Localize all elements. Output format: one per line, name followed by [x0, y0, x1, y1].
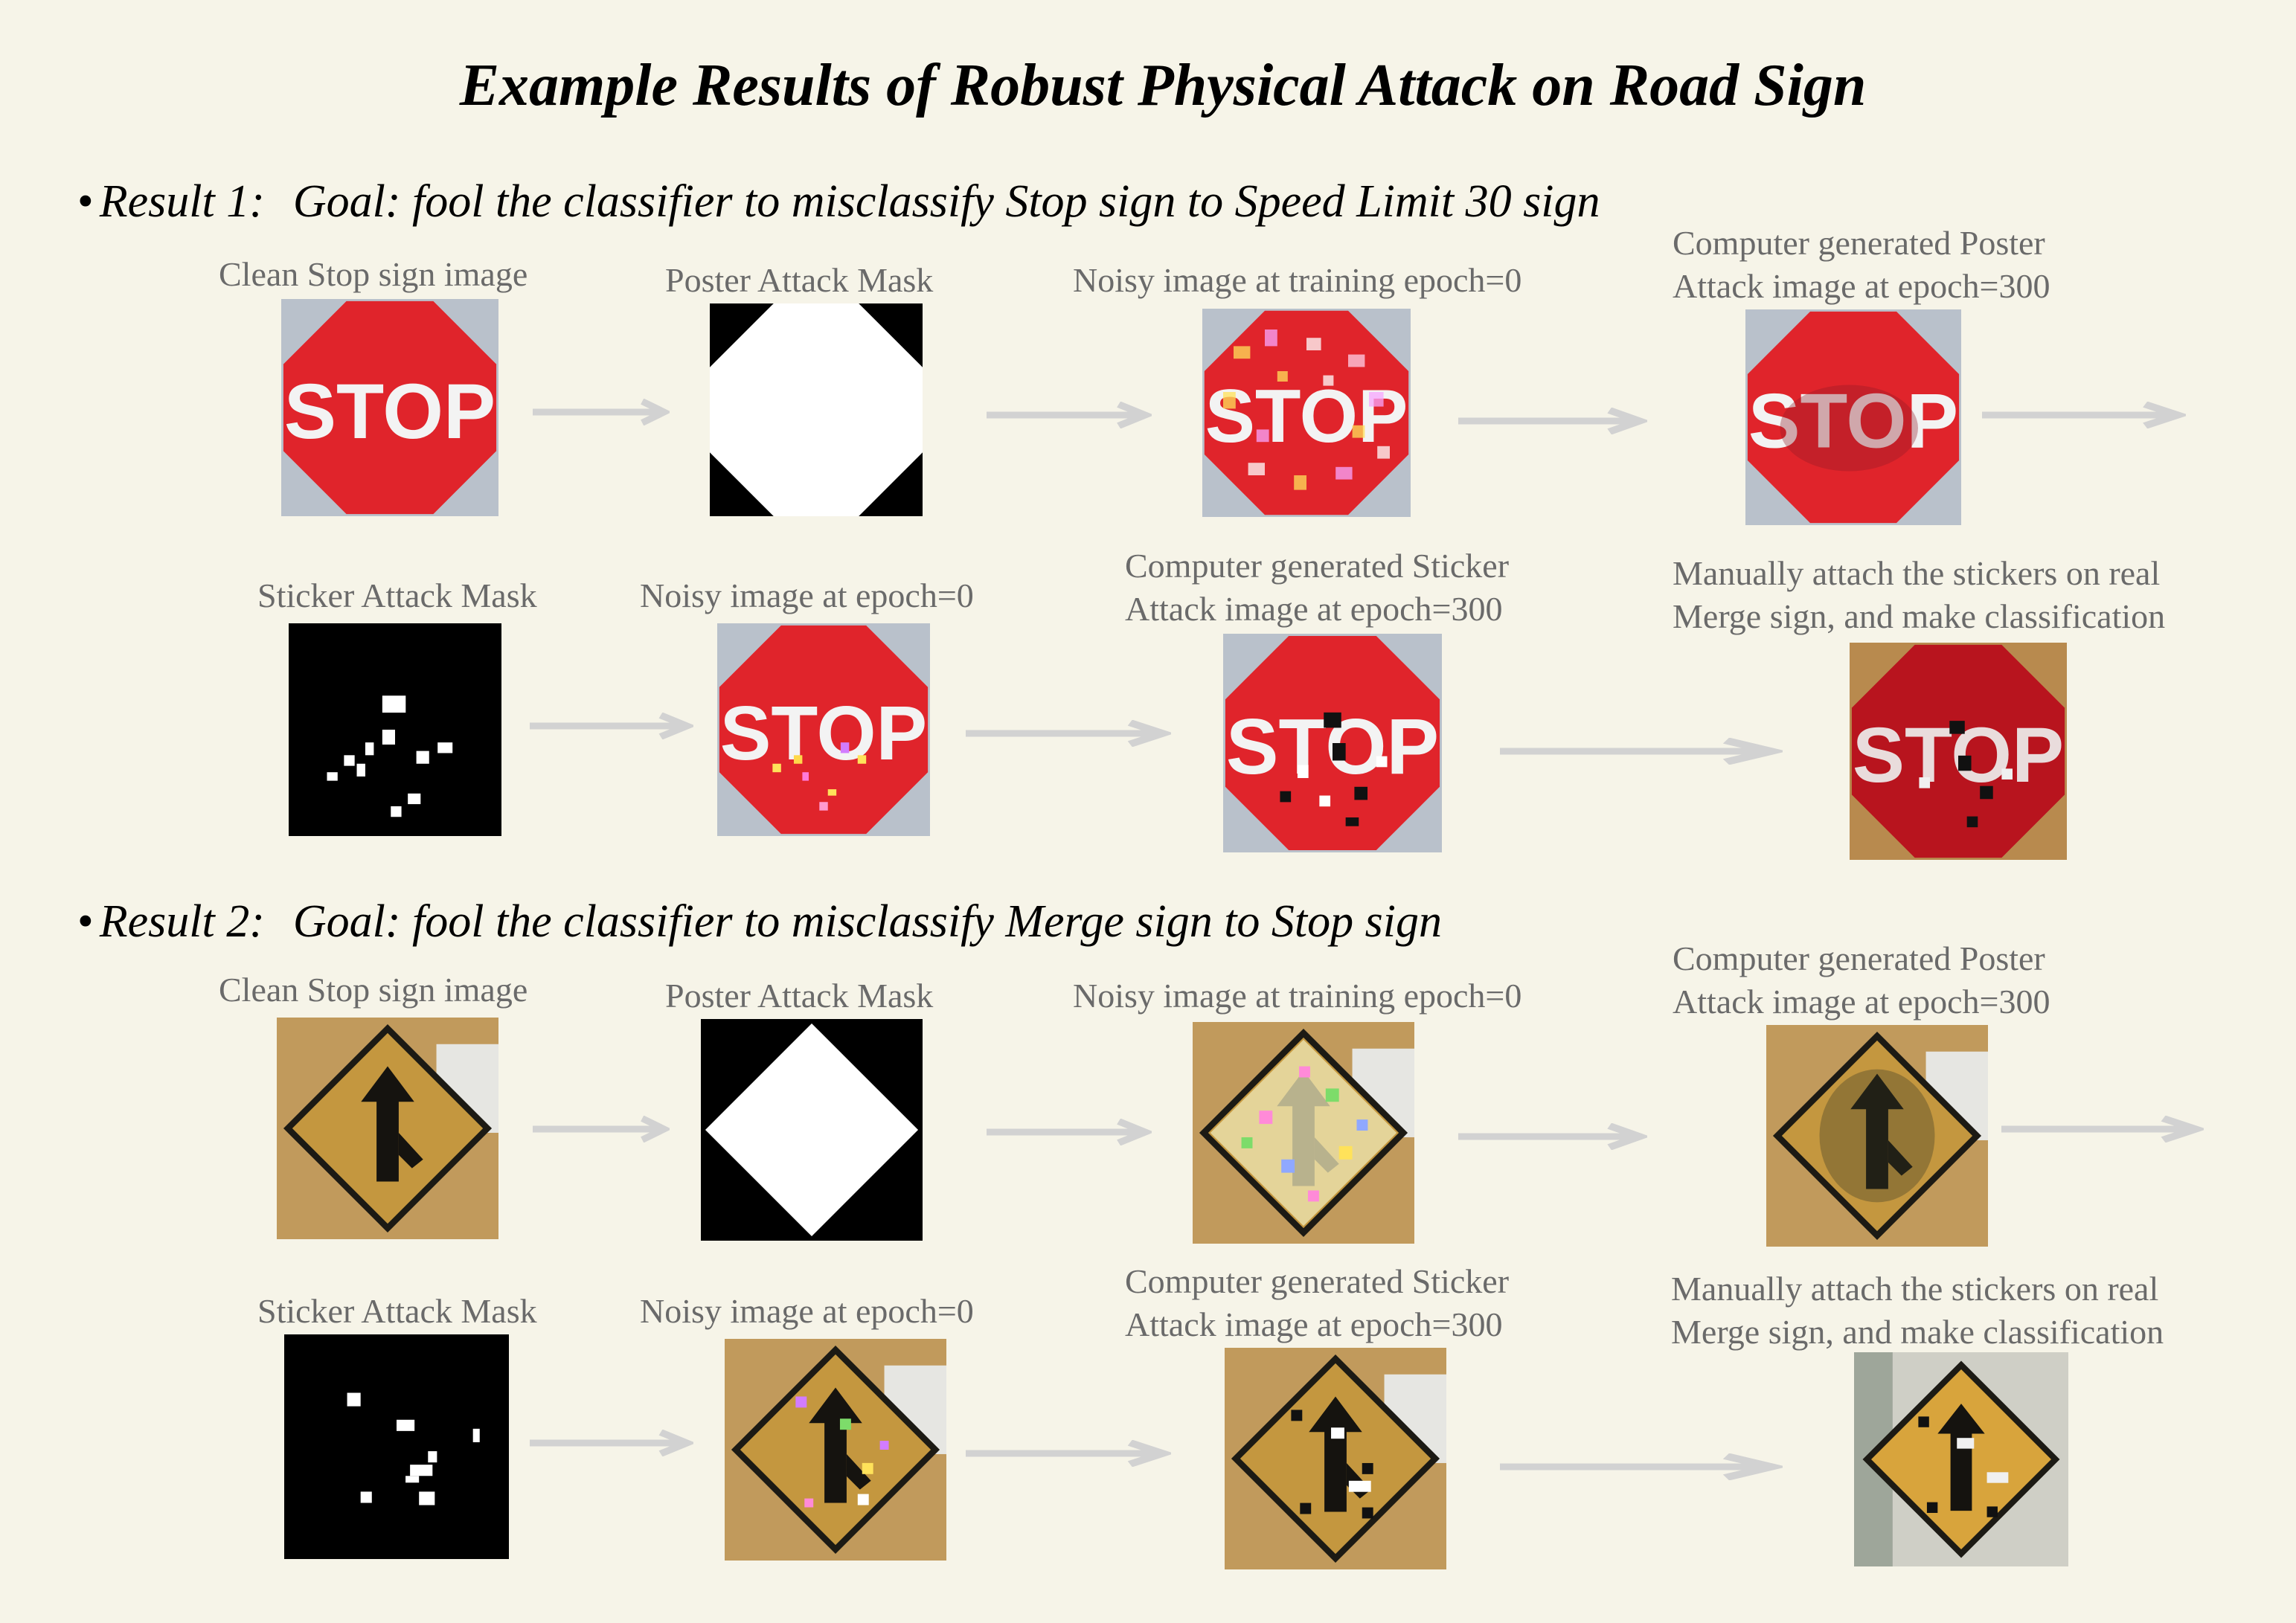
noisy-sticker-image — [717, 623, 930, 836]
arrow-icon — [1982, 402, 2186, 428]
arrow-icon — [533, 399, 670, 425]
caption-noisy-training: Noisy image at training epoch=0 — [1073, 261, 1522, 299]
noisy-training-image — [1202, 306, 1411, 519]
noisy-sticker-image — [725, 1339, 946, 1561]
page-title: Example Results of Robust Physical Attac… — [459, 53, 1867, 118]
caption-sticker-generated-1: Computer generated Sticker — [1125, 547, 1510, 585]
arrow-icon — [987, 1119, 1152, 1145]
caption-sticker-generated-2: Attack image at epoch=300 — [1125, 590, 1503, 628]
caption-manual-1: Manually attach the stickers on real — [1671, 1270, 2159, 1308]
poster-mask-image — [699, 1019, 924, 1241]
poster-generated-image — [1745, 309, 1961, 525]
manual-sticker-image — [1854, 1352, 2068, 1566]
arrow-icon — [1458, 408, 1647, 434]
clean-stop-image — [281, 299, 498, 516]
caption-poster-generated-2: Attack image at epoch=300 — [1673, 983, 2050, 1021]
bullet-icon: • — [77, 896, 94, 947]
arrow-icon — [966, 1440, 1171, 1467]
caption-poster-generated-1: Computer generated Poster — [1673, 939, 2045, 977]
caption-manual-2: Merge sign, and make classification — [1673, 597, 2166, 635]
sticker-generated-image — [1223, 634, 1442, 852]
sticker-mask-image — [289, 623, 501, 836]
noisy-training-image — [1192, 1022, 1415, 1244]
arrow-icon — [2001, 1116, 2204, 1142]
caption-poster-mask: Poster Attack Mask — [665, 261, 934, 299]
caption-sticker-generated-2: Attack image at epoch=300 — [1125, 1305, 1503, 1343]
caption-manual-2: Merge sign, and make classification — [1671, 1313, 2164, 1351]
sticker-generated-image — [1225, 1348, 1446, 1569]
arrow-icon — [530, 713, 693, 739]
caption-noisy-epoch: Noisy image at epoch=0 — [640, 1292, 974, 1330]
caption-poster-generated-1: Computer generated Poster — [1673, 224, 2045, 262]
caption-clean: Clean Stop sign image — [219, 971, 528, 1009]
result1-goal: Goal: fool the classifier to misclassify… — [292, 176, 1600, 227]
result2-heading: • Result 2: Goal: fool the classifier to m… — [77, 896, 1442, 948]
arrow-icon — [1500, 738, 1783, 765]
poster-generated-image — [1766, 1025, 1988, 1247]
clean-merge-image — [275, 1018, 500, 1239]
arrow-icon — [1458, 1123, 1647, 1150]
manual-sticker-image — [1850, 643, 2067, 860]
arrow-icon — [1500, 1453, 1783, 1480]
caption-noisy-training: Noisy image at training epoch=0 — [1073, 977, 1522, 1015]
result2-label: Result 2: — [99, 896, 265, 947]
caption-manual-1: Manually attach the stickers on real — [1673, 554, 2161, 592]
caption-poster-mask: Poster Attack Mask — [665, 977, 934, 1015]
poster-mask-image — [710, 303, 923, 516]
caption-poster-generated-2: Attack image at epoch=300 — [1673, 267, 2050, 305]
caption-noisy-epoch: Noisy image at epoch=0 — [640, 576, 974, 614]
sticker-mask-image — [284, 1334, 509, 1559]
caption-sticker-generated-1: Computer generated Sticker — [1125, 1262, 1510, 1300]
result1-heading: • Result 1: Goal: fool the classifier to m… — [77, 176, 1600, 228]
result2-goal: Goal: fool the classifier to misclassify… — [292, 896, 1443, 947]
result1-label: Result 1: — [99, 176, 265, 227]
caption-sticker-mask: Sticker Attack Mask — [257, 576, 537, 614]
arrow-icon — [533, 1116, 670, 1142]
bullet-icon: • — [77, 176, 94, 227]
caption-sticker-mask: Sticker Attack Mask — [257, 1292, 537, 1330]
arrow-icon — [987, 402, 1152, 428]
caption-clean: Clean Stop sign image — [219, 255, 528, 293]
arrow-icon — [966, 720, 1171, 747]
arrow-icon — [530, 1430, 693, 1456]
